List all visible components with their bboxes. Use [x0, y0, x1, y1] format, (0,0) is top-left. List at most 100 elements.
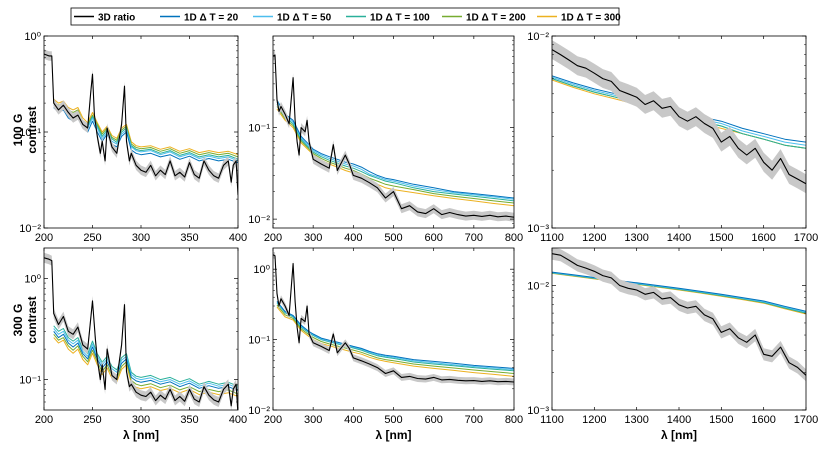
- series-line: [552, 271, 806, 312]
- x-tick-label: 250: [83, 232, 101, 244]
- legend-label: 3D ratio: [98, 13, 135, 24]
- x-tick-label: 200: [264, 414, 282, 426]
- x-tick-label: 800: [505, 232, 523, 244]
- y-tick-label: 10⁰: [24, 31, 41, 43]
- x-tick-label: 350: [180, 414, 198, 426]
- series-line: [276, 103, 514, 202]
- x-tick-label: 600: [424, 232, 442, 244]
- legend-entry: 1D Δ T = 50: [253, 13, 332, 24]
- x-tick-label: 1100: [540, 414, 564, 426]
- chart-panel: 200 300 400 500 600 700 800 10⁻² 10⁻¹ 10⁰ λ [nm]: [248, 247, 523, 442]
- row-label-line2: contrast: [25, 106, 39, 153]
- plot-series: [44, 252, 238, 410]
- x-tick-label: 1700: [794, 414, 818, 426]
- plot-series: [44, 49, 238, 200]
- x-tick-label: 1200: [582, 414, 606, 426]
- x-tick-label: 1400: [667, 232, 691, 244]
- y-tick-label: 10⁻³: [527, 223, 549, 235]
- series-line: [53, 333, 238, 395]
- series-line: [552, 253, 806, 376]
- x-axis-label: λ [nm]: [123, 428, 159, 442]
- x-tick-label: 400: [229, 414, 247, 426]
- legend-entry: 1D Δ T = 200: [442, 13, 526, 24]
- x-axis-label: λ [nm]: [661, 428, 697, 442]
- legend-entry: 1D Δ T = 100: [346, 13, 430, 24]
- legend-label: 1D Δ T = 50: [277, 13, 332, 24]
- x-tick-label: 400: [229, 232, 247, 244]
- chart-panel: 200 250 300 350 400 10⁻² 10⁻¹ 10⁰: [19, 31, 247, 244]
- x-tick-label: 400: [344, 414, 362, 426]
- plot-series: [552, 248, 806, 382]
- series-line: [53, 100, 238, 158]
- x-tick-label: 200: [35, 232, 53, 244]
- y-tick-label: 10⁻²: [527, 31, 549, 43]
- x-tick-label: 250: [83, 414, 101, 426]
- row-label-line1: 100 G: [11, 114, 25, 147]
- y-tick-label: 10⁰: [24, 273, 41, 285]
- y-tick-label: 10⁻¹: [19, 127, 41, 139]
- x-tick-label: 400: [344, 232, 362, 244]
- x-tick-label: 1500: [709, 414, 733, 426]
- plot-series: [552, 40, 806, 194]
- x-tick-label: 1300: [624, 414, 648, 426]
- x-tick-label: 350: [180, 232, 198, 244]
- y-tick-label: 10⁻²: [248, 214, 270, 226]
- series-line: [276, 302, 514, 372]
- x-tick-label: 600: [424, 414, 442, 426]
- series-error-band: [273, 50, 514, 222]
- series-line: [276, 101, 514, 200]
- series-line: [44, 257, 238, 410]
- x-tick-label: 1700: [794, 232, 818, 244]
- x-axis-label: λ [nm]: [376, 428, 412, 442]
- chart-panel: 1100 1200 1300 1400 1500 1600 1700 10⁻³ 10⁻² λ [n…: [527, 247, 818, 442]
- x-tick-label: 200: [35, 414, 53, 426]
- x-tick-label: 1200: [582, 232, 606, 244]
- legend-label: 1D Δ T = 100: [370, 13, 430, 24]
- y-tick-label: 10⁻²: [527, 280, 549, 292]
- x-tick-label: 300: [304, 414, 322, 426]
- row-label-line2: contrast: [25, 296, 39, 343]
- series-line: [276, 301, 514, 371]
- chart-panel: 1100 1200 1300 1400 1500 1600 1700 10⁻³ 10⁻²: [527, 31, 818, 244]
- series-line: [276, 304, 514, 374]
- series-line: [276, 99, 514, 199]
- x-tick-label: 300: [304, 232, 322, 244]
- y-tick-label: 10⁻²: [248, 405, 270, 417]
- x-tick-label: 300: [132, 232, 150, 244]
- x-tick-label: 1100: [540, 232, 564, 244]
- series-line: [552, 49, 806, 185]
- x-tick-label: 500: [384, 414, 402, 426]
- row-label-line1: 300 G: [11, 304, 25, 337]
- legend-label: 1D Δ T = 20: [184, 13, 239, 24]
- legend-label: 1D Δ T = 300: [561, 13, 621, 24]
- x-tick-label: 700: [465, 232, 483, 244]
- x-tick-label: 1600: [751, 232, 775, 244]
- y-tick-label: 10⁻²: [19, 223, 41, 235]
- x-tick-label: 800: [505, 414, 523, 426]
- x-tick-label: 300: [132, 414, 150, 426]
- legend-entry: 3D ratio: [74, 13, 135, 24]
- series-line: [53, 325, 238, 387]
- x-tick-label: 700: [465, 414, 483, 426]
- y-tick-label: 10⁻³: [527, 405, 549, 417]
- series-line: [273, 54, 514, 218]
- y-tick-label: 10⁻¹: [19, 375, 41, 387]
- y-tick-label: 10⁻¹: [248, 335, 270, 347]
- legend-box: [70, 7, 620, 26]
- plot-series: [273, 251, 514, 386]
- legend-entry: 1D Δ T = 300: [537, 13, 621, 24]
- series-line: [276, 306, 514, 377]
- series-line: [53, 328, 238, 389]
- legend-entry: 1D Δ T = 20: [160, 13, 239, 24]
- plot-series: [273, 50, 514, 222]
- series-line: [44, 53, 238, 196]
- x-tick-label: 1300: [624, 232, 648, 244]
- x-tick-label: 1600: [751, 414, 775, 426]
- series-line: [276, 300, 514, 369]
- x-tick-label: 1400: [667, 414, 691, 426]
